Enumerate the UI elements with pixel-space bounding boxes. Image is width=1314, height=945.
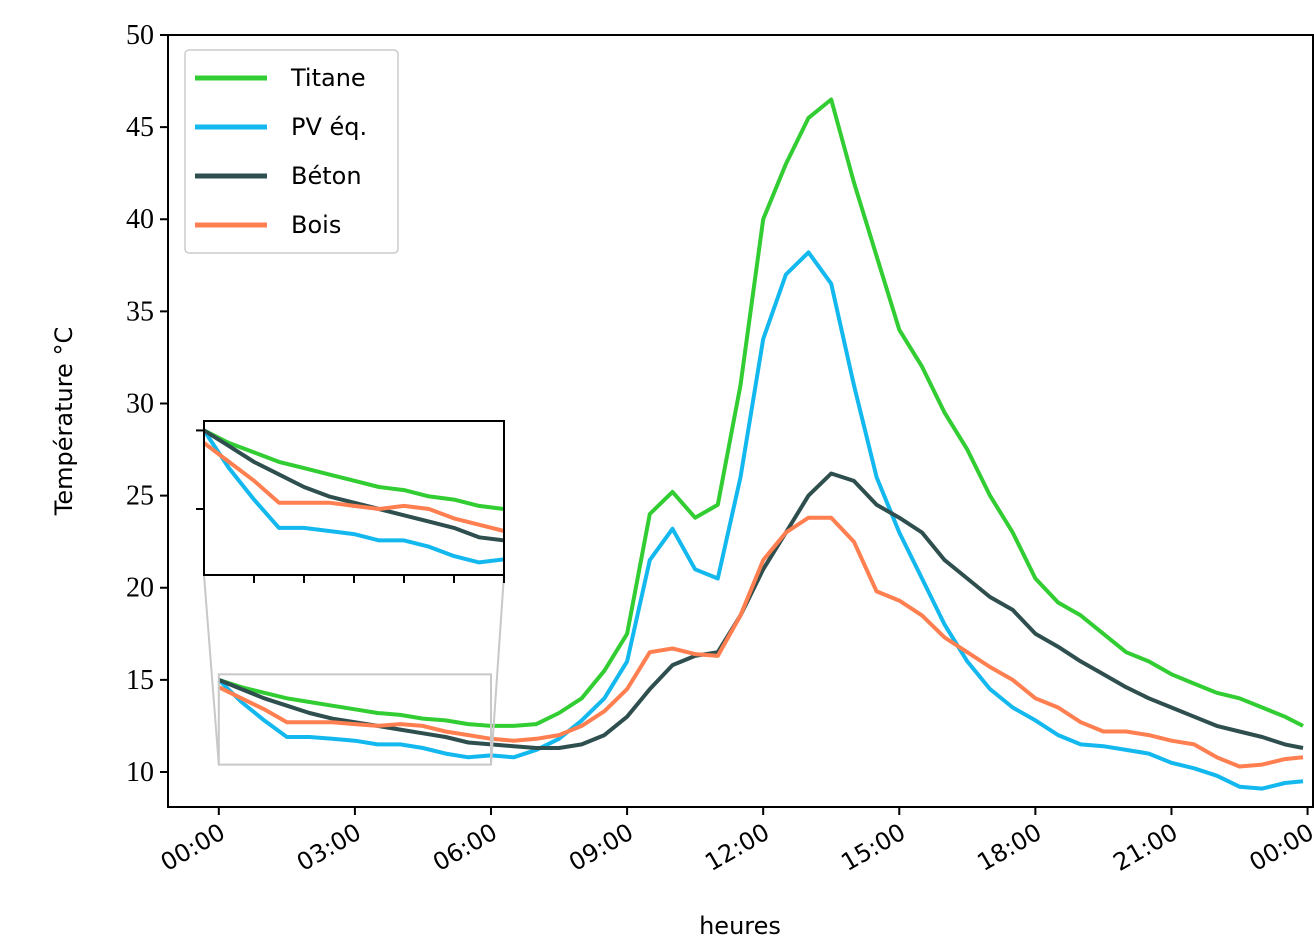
series-line [218,471,1304,750]
series-line [217,250,1304,791]
y-tick-label: 35 [126,296,154,327]
series-line [204,428,504,511]
x-tick-label: 15:00 [836,818,910,877]
y-tick-label: 40 [126,204,154,235]
x-tick-label: 00:00 [156,818,230,877]
x-tick-label: 21:00 [1109,818,1183,877]
x-tick-label: 03:00 [292,818,366,877]
series-line [204,441,504,534]
series-line [218,97,1304,728]
x-tick-label: 12:00 [700,818,774,877]
y-tick-label: 15 [126,665,154,696]
x-tick-label: 18:00 [972,818,1046,877]
x-axis-label: heures [699,912,781,940]
legend-label: Titane [290,64,366,92]
y-axis-label: Température °C [50,327,78,516]
axes-frame [167,34,1314,808]
legend-label: Bois [291,211,341,239]
inset-background [204,421,504,575]
x-tick-label: 09:00 [564,818,638,877]
zoom-connector [203,574,220,765]
x-tick-label: 06:00 [428,818,502,877]
zoom-connector [489,574,505,765]
series-line [217,515,1304,769]
legend-label: PV éq. [291,113,367,141]
x-tick-label: 00:00 [1245,818,1314,877]
y-tick-label: 45 [126,112,154,143]
y-tick-label: 20 [126,573,154,604]
series-line [204,429,504,565]
y-tick-label: 50 [126,20,154,51]
y-tick-label: 25 [126,481,154,512]
plot-area [217,97,1304,791]
series-line [204,428,504,543]
y-tick-label: 30 [126,388,154,419]
inset-plot [204,428,504,565]
zoom-box [217,673,492,766]
y-tick-label: 10 [126,757,154,788]
legend-label: Béton [291,162,362,190]
legend-box [184,49,399,254]
